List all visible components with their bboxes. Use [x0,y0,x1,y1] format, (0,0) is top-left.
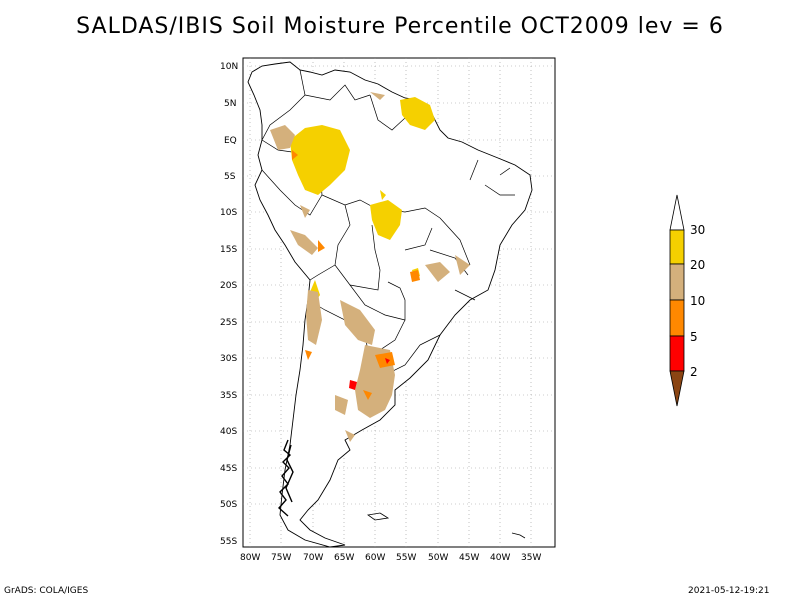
legend-below-2 [669,370,685,407]
longitude-label: 40W [490,553,510,563]
falkland-islands [366,512,390,521]
longitude-label: 45W [459,553,479,563]
legend-label-2: 2 [690,365,698,379]
percentile-5-10-patches [292,150,420,400]
longitude-label: 65W [334,553,354,563]
south-georgia-island [511,532,526,539]
latitude-label: 10N [220,62,238,72]
legend-2-5 [669,335,685,372]
longitude-label: 55W [396,553,416,563]
percentile-2-5-patches [349,358,390,390]
latitude-label: 55S [220,537,237,547]
legend-label-30: 30 [690,223,705,237]
longitude-labels: 80W 75W 70W 65W 60W 55W 50W 45W 40W 35W [240,553,541,563]
timestamp: 2021-05-12-19:21 [688,586,770,596]
map-title: SALDAS/IBIS Soil Moisture Percentile OCT… [76,14,724,39]
longitude-label: 50W [428,553,448,563]
longitude-label: 80W [240,553,260,563]
latitude-label: 5N [224,99,236,109]
legend-10-20 [669,263,685,301]
latitude-label: 15S [220,245,237,255]
longitude-label: 35W [521,553,541,563]
latitude-labels: 10N 5N EQ 5S 10S 15S 20S 25S 30S 35S 40S… [220,62,238,547]
legend-20-30 [669,229,685,265]
color-legend: 30 20 10 5 2 [669,194,705,407]
latitude-label: 25S [220,318,237,328]
percentile-20-30-patches [290,97,435,305]
latitude-label: 40S [220,427,237,437]
latitude-label: 50S [220,500,237,510]
latitude-label: 20S [220,281,237,291]
longitude-label: 70W [303,553,323,563]
legend-above-30 [669,194,685,231]
latitude-label: EQ [224,136,237,146]
legend-5-10 [669,299,685,337]
latitude-label: 35S [220,391,237,401]
legend-label-10: 10 [690,294,705,308]
latitude-label: 30S [220,354,237,364]
latitude-label: 45S [220,464,237,474]
latitude-label: 10S [220,208,237,218]
longitude-label: 75W [271,553,291,563]
legend-label-5: 5 [690,330,698,344]
legend-label-20: 20 [690,258,705,272]
longitude-label: 60W [365,553,385,563]
chile-fjords [278,439,294,517]
grads-credit: GrADS: COLA/IGES [4,586,89,596]
latitude-label: 5S [224,172,236,182]
